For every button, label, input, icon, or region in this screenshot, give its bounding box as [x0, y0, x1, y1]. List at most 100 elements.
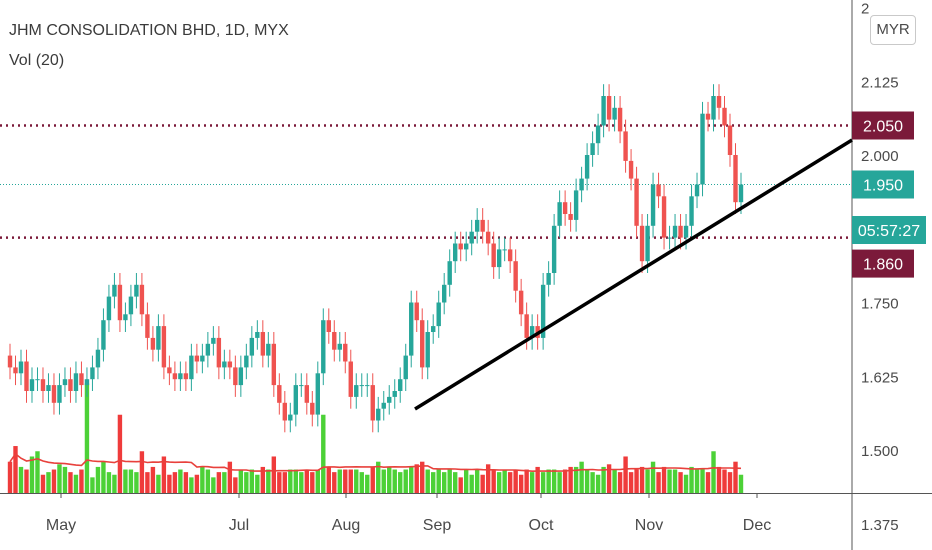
volume-bar: [409, 466, 414, 493]
volume-bar: [288, 469, 293, 493]
volume-bar: [606, 464, 612, 493]
support-price-label: 1.860: [863, 257, 903, 274]
candle-body: [623, 131, 628, 161]
volume-bar: [123, 469, 128, 493]
volume-bar: [84, 383, 90, 493]
candle-body: [277, 385, 282, 403]
volume-bar: [595, 474, 601, 493]
candle-body: [650, 184, 656, 226]
volume-bar: [733, 461, 738, 493]
volume-bar: [650, 461, 656, 493]
candle-body: [123, 314, 128, 321]
volume-bar: [29, 456, 35, 493]
volume-bar: [469, 474, 474, 493]
volume-bar: [705, 472, 711, 493]
candle-body: [656, 184, 661, 197]
volume-bar: [266, 469, 271, 493]
candle-body: [480, 219, 485, 232]
resistance-price-tag: [852, 111, 914, 140]
volume-bar: [315, 469, 320, 493]
candle-body: [359, 385, 364, 387]
candle-body: [101, 320, 106, 350]
volume-bar: [568, 466, 573, 493]
candle-body: [354, 385, 359, 397]
volume-bar: [90, 477, 95, 493]
candle-body: [628, 160, 634, 179]
volume-bar: [716, 466, 722, 493]
candle-body: [661, 196, 667, 238]
candle-body: [672, 225, 678, 238]
volume-bar: [628, 472, 634, 493]
candle-body: [562, 202, 568, 214]
volume-bar: [458, 477, 463, 493]
candle-body: [485, 231, 491, 244]
volume-bar: [634, 469, 639, 493]
candle-body: [573, 190, 579, 220]
candle-body: [667, 237, 672, 239]
volume-bar: [546, 469, 551, 493]
candle-body: [365, 385, 370, 387]
candle-body: [463, 243, 469, 250]
candle-body: [606, 96, 612, 120]
candle-body: [678, 225, 683, 238]
candle-body: [634, 178, 639, 226]
candle-body: [332, 332, 337, 350]
chart-title: JHM CONSOLIDATION BHD, 1D, MYX: [9, 22, 289, 39]
volume-bar: [474, 469, 480, 493]
y-tick-label: 2: [861, 1, 869, 18]
volume-bar: [727, 472, 733, 493]
volume-bar: [326, 466, 331, 493]
volume-bar: [623, 456, 628, 493]
volume-bar: [79, 469, 84, 493]
volume-bar: [431, 472, 436, 493]
volume-bar: [227, 461, 233, 493]
volume-bar: [535, 466, 540, 493]
volume-bar: [612, 469, 617, 493]
volume-bar: [299, 472, 304, 493]
candle-body: [645, 225, 650, 262]
candle-body: [590, 143, 595, 155]
candle-body: [304, 385, 309, 403]
candle-body: [249, 337, 255, 356]
currency-badge[interactable]: MYR: [870, 15, 916, 45]
volume-bar: [112, 474, 117, 493]
volume-bar: [238, 469, 244, 493]
volume-bar: [233, 477, 238, 493]
volume-bar: [249, 469, 255, 493]
candle-body: [414, 302, 419, 321]
candle-body: [529, 326, 535, 338]
candle-body: [260, 332, 266, 356]
candle-body: [244, 355, 249, 368]
last-price-tag: [852, 170, 914, 199]
candle-body: [557, 202, 562, 226]
volume-bar: [73, 474, 79, 493]
volume-bar: [562, 469, 568, 493]
volume-indicator-label: Vol (20): [9, 52, 65, 69]
volume-bar: [106, 472, 112, 493]
volume-bar: [452, 472, 458, 493]
candle-body: [266, 343, 271, 356]
candle-body: [376, 408, 381, 421]
candle-body: [694, 184, 700, 197]
volume-bar: [540, 472, 546, 493]
volume-bar: [189, 477, 194, 493]
volume-bar: [365, 474, 370, 493]
volume-bar: [128, 469, 134, 493]
volume-bar: [222, 472, 227, 493]
candle-body: [95, 349, 101, 368]
countdown-price-label: 05:57:27: [858, 223, 920, 240]
x-tick-label: May: [46, 517, 76, 534]
volume-bar: [661, 466, 667, 493]
candle-body: [299, 385, 304, 387]
candle-body: [172, 373, 178, 380]
candle-body: [150, 337, 156, 350]
candle-body: [321, 320, 326, 374]
volume-bar: [398, 472, 403, 493]
candle-body: [513, 261, 518, 291]
candle-body: [167, 367, 172, 374]
volume-bar: [507, 472, 513, 493]
candle-body: [326, 320, 331, 332]
candle-body: [117, 284, 123, 321]
